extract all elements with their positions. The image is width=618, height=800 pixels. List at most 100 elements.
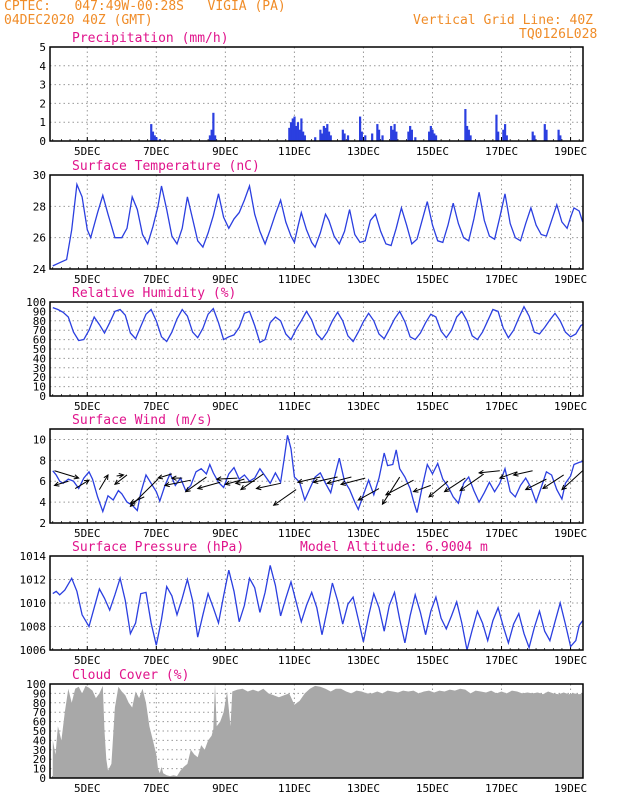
precip-bar: [414, 137, 417, 141]
precip-bar: [505, 135, 508, 141]
precip-bar: [502, 129, 505, 141]
rh-xtick-label: 5DEC: [74, 400, 101, 413]
cloud-ytick-label: 50: [33, 725, 46, 738]
precip-xtick-label: 19DEC: [554, 145, 587, 158]
precip-bar: [212, 112, 215, 141]
cloud-ytick-label: 30: [33, 744, 46, 757]
cloud-ytick-label: 10: [33, 763, 46, 776]
temp-xtick-label: 15DEC: [416, 273, 449, 286]
precip-bar: [364, 135, 367, 141]
rh-xtick-label: 7DEC: [143, 400, 170, 413]
precip-bar: [151, 131, 155, 141]
precip-bar: [407, 131, 410, 141]
cloud-ytick-label: 40: [33, 734, 46, 747]
precip-bar: [395, 131, 398, 141]
temp-xtick-label: 7DEC: [143, 273, 170, 286]
cloud-xtick-label: 9DEC: [212, 782, 239, 795]
wind-wind-arrowhead: [384, 490, 391, 496]
cloud-panel: [49, 683, 584, 779]
temp-xtick-label: 13DEC: [347, 273, 380, 286]
pressure-ytick-label: 1012: [20, 574, 47, 587]
precip-ytick-label: 5: [39, 41, 46, 54]
wind-wind-arrowhead: [443, 487, 450, 493]
rh-xtick-label: 9DEC: [212, 400, 239, 413]
precip-bar: [464, 109, 467, 141]
wind-wind-arrow: [561, 470, 583, 490]
header-run-time: 04DEC2020 40Z (GMT): [4, 13, 153, 28]
pressure-xtick-label: 13DEC: [347, 654, 380, 667]
precip-bar: [303, 135, 306, 141]
wind-wind-arrowhead: [524, 485, 531, 491]
cloud-ytick-label: 0: [39, 772, 46, 785]
temp-ytick-label: 24: [33, 263, 47, 276]
wind-wind-arrow: [130, 478, 159, 507]
cloud-ytick-label: 80: [33, 697, 46, 710]
precip-xtick-label: 7DEC: [143, 145, 170, 158]
wind-wind-arrowhead: [156, 474, 164, 480]
wind-wind-arrow: [340, 477, 366, 485]
wind-wind-arrow: [116, 474, 124, 477]
temp-xtick-label: 5DEC: [74, 273, 101, 286]
pressure-xtick-label: 11DEC: [278, 654, 311, 667]
precip-bar: [289, 122, 293, 141]
rh-xtick-label: 15DEC: [416, 400, 449, 413]
wind-xtick-label: 17DEC: [485, 527, 518, 540]
rh-frame: [49, 301, 584, 397]
cloud-xtick-label: 19DEC: [554, 782, 587, 795]
pressure-xtick-label: 17DEC: [485, 654, 518, 667]
precip-xtick-label: 9DEC: [212, 145, 239, 158]
temp-frame: [49, 174, 584, 270]
precip-bar: [358, 116, 362, 141]
precip-bar: [341, 129, 344, 141]
precip-bar: [434, 135, 438, 141]
rh-series-line: [52, 305, 583, 344]
temp-title: Surface Temperature (nC): [72, 159, 260, 174]
precip-bar: [150, 124, 153, 141]
wind-wind-arrow: [197, 481, 221, 490]
precip-bar: [409, 125, 412, 141]
precip-bar: [543, 124, 546, 141]
precip-bar: [302, 131, 305, 141]
wind-wind-arrowhead: [512, 471, 519, 477]
precip-bar: [381, 135, 384, 141]
precip-bar: [545, 129, 548, 141]
wind-wind-arrow: [240, 473, 264, 490]
rh-xtick-label: 13DEC: [347, 400, 380, 413]
wind-wind-arrow: [157, 473, 173, 479]
rh-ytick-label: 90: [33, 305, 46, 318]
wind-wind-arrow: [444, 477, 466, 493]
wind-frame: [49, 428, 584, 524]
wind-wind-arrowhead: [412, 487, 419, 493]
wind-wind-arrowhead: [428, 492, 435, 498]
precip-bar: [327, 131, 331, 141]
precip-bar: [495, 114, 498, 141]
precip-bar: [293, 116, 296, 141]
wind-xtick-label: 5DEC: [74, 527, 101, 540]
temp-ytick-label: 26: [33, 232, 46, 245]
rh-panel: [49, 301, 584, 397]
rh-ytick-label: 30: [33, 362, 46, 375]
precip-xtick-label: 15DEC: [416, 145, 449, 158]
temp-xtick-label: 17DEC: [485, 273, 518, 286]
wind-wind-arrow: [225, 478, 245, 485]
wind-wind-arrowhead: [113, 479, 120, 486]
temp-panel: [49, 174, 584, 270]
rh-ytick-label: 80: [33, 315, 46, 328]
precip-bar: [291, 118, 294, 141]
wind-wind-arrowhead: [215, 476, 222, 482]
pressure-xtick-label: 7DEC: [143, 654, 170, 667]
precip-bar: [431, 129, 434, 141]
wind-wind-arrowhead: [326, 479, 333, 485]
precip-bar: [295, 125, 298, 141]
precip-bar: [210, 129, 213, 141]
precip-bar: [531, 131, 534, 141]
precip-bar: [343, 133, 346, 141]
cloud-xtick-label: 13DEC: [347, 782, 380, 795]
precip-title: Precipitation (mm/h): [72, 31, 229, 46]
pressure-ytick-label: 1014: [20, 550, 47, 563]
precip-bar: [298, 129, 301, 141]
precip-ytick-label: 0: [39, 135, 46, 148]
pressure-title: Surface Pressure (hPa): [72, 540, 244, 555]
precip-bar: [314, 137, 317, 141]
